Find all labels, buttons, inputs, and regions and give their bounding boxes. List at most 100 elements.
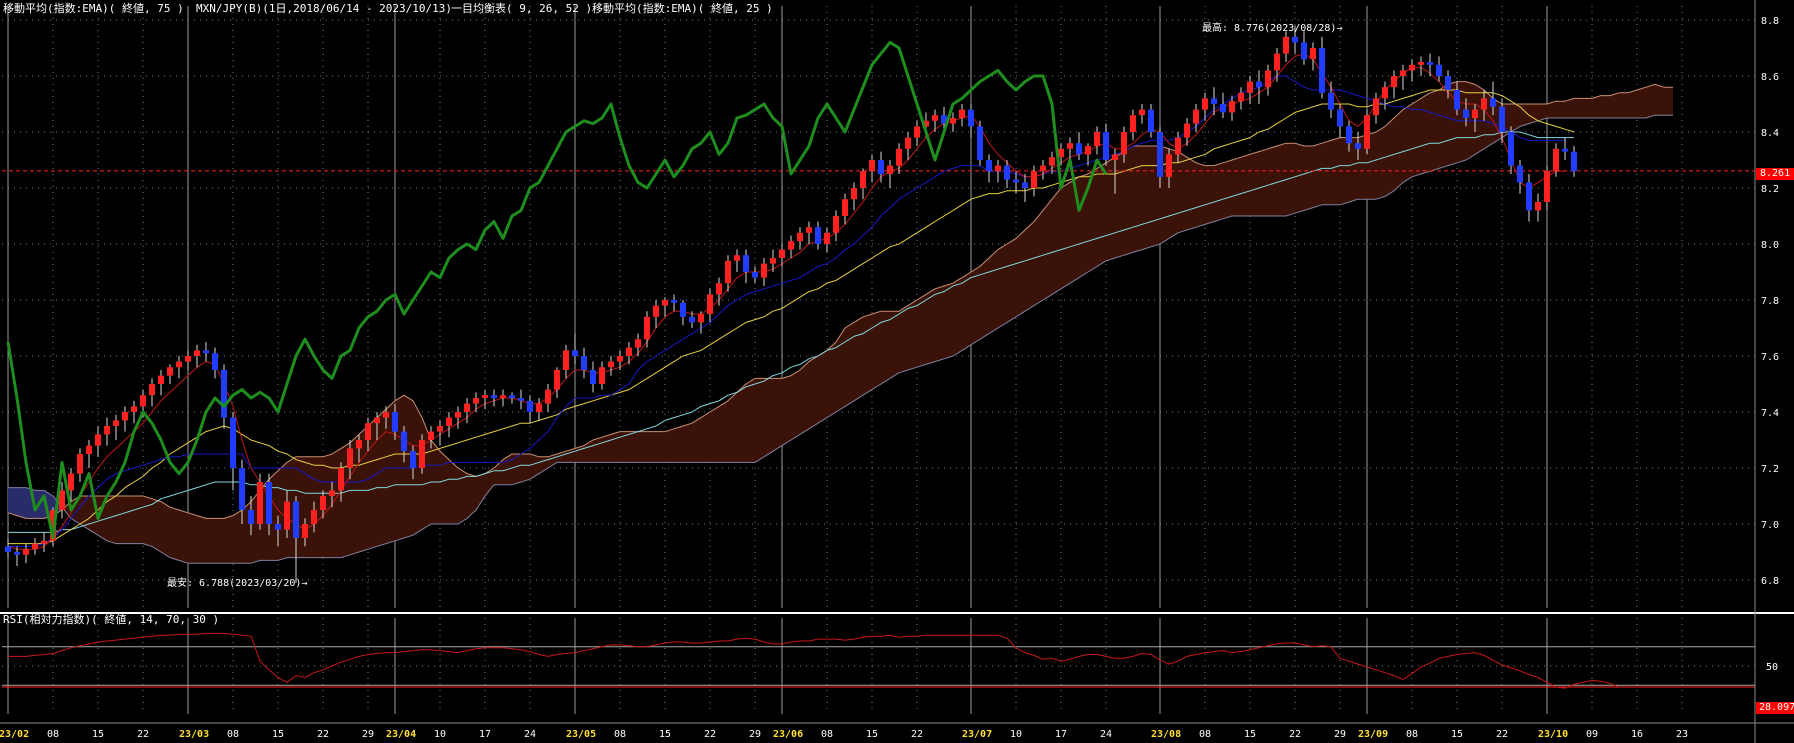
cloud-segment [908,300,917,370]
candlesticks [5,25,1577,583]
cloud-segment [1142,146,1151,250]
candle-bullish [635,339,641,348]
candle-bearish [221,370,227,418]
candle-bearish [491,395,497,398]
candle-bullish [905,137,911,149]
cloud-segment [1295,143,1304,214]
cloud-segment [926,288,935,365]
legend-ema25: 移動平均(指数:EMA)( 終値, 25 ) [592,2,773,15]
cloud-segment [107,496,116,544]
candle-bullish [923,120,929,127]
candle-bullish [716,283,722,295]
candle-bullish [365,423,371,440]
candle-bullish [131,406,137,412]
cloud-segment [728,392,737,463]
candle-bullish [1364,115,1370,149]
candle-bearish [1292,36,1298,43]
cloud-segment [845,322,854,407]
cloud-segment [683,423,692,463]
cloud-segment [1439,84,1448,169]
candle-bearish [1022,182,1028,188]
candle-bullish [437,426,443,432]
candle-bullish [149,384,155,396]
candle-bullish [1121,132,1127,155]
cloud-segment [1421,92,1430,174]
candle-bearish [1013,179,1019,183]
candle-bullish [1175,137,1181,155]
cloud-segment [449,459,458,524]
cloud-segment [278,462,287,561]
cloud-segment [215,518,224,564]
cloud-segment [134,496,143,544]
cloud-segment [1304,146,1313,211]
candle-bearish [1220,104,1226,113]
candle-bullish [599,367,605,384]
cloud-segment [1178,151,1187,233]
candle-bearish [1211,98,1217,104]
candle-bearish [1256,81,1262,88]
cloud-segment [1511,104,1520,132]
cloud-segment [755,378,764,463]
cloud-segment [1610,92,1619,118]
cloud-segment [179,510,188,564]
cloud-segment [602,434,611,463]
candle-bullish [419,440,425,468]
cloud-segment [971,266,980,345]
candle-bearish [581,356,587,370]
cloud-segment [800,361,809,435]
candle-bullish [1265,70,1271,88]
cloud-segment [206,518,215,564]
candle-bullish [995,165,1001,172]
candle-bearish [1499,106,1505,132]
candle-bullish [329,490,335,496]
time-tick-label: 15 [866,729,878,740]
time-tick-label: 15 [1244,729,1256,740]
candle-bullish [824,232,830,244]
cloud-segment [1592,95,1601,118]
cloud-segment [1223,160,1232,219]
candle-bullish [32,543,38,550]
legend-symbol: MXN/JPY(B)(1日,2018/06/14 - 2023/10/13) [196,2,453,15]
candle-bearish [815,227,821,244]
cloud-segment [116,496,125,544]
candle-bullish [959,109,965,118]
candle-bullish [1031,171,1037,188]
price-tick-label: 8.8 [1761,16,1779,27]
cloud-segment [359,426,368,552]
candle-bullish [851,188,857,200]
candle-bullish [158,375,164,384]
candle-bullish [761,263,767,278]
candle-bullish [464,403,470,412]
cloud-segment [710,406,719,463]
candle-bearish [1463,109,1469,118]
cloud-segment [143,496,152,547]
candle-bullish [1139,109,1145,116]
cloud-segment [1385,118,1394,197]
candle-bullish [833,216,839,233]
candle-bearish [671,300,677,303]
cloud-segment [1250,151,1259,216]
candle-bullish [617,356,623,362]
candle-bullish [1535,202,1541,211]
cloud-segment [1583,98,1592,118]
cloud-segment [413,400,422,536]
candle-bullish [1274,53,1280,71]
candle-bearish [1337,109,1343,127]
price-tick-label: 6.8 [1761,576,1779,587]
candle-bullish [707,294,713,314]
candle-bearish [1490,98,1496,107]
candle-bullish [500,395,506,398]
candle-bearish [1346,126,1352,144]
candle-bearish [1445,76,1451,90]
candle-bullish [896,148,902,166]
cloud-segment [494,459,503,485]
candle-bearish [518,398,524,401]
candle-bullish [104,426,110,435]
cloud-segment [305,456,314,558]
price-tick-label: 8.4 [1761,128,1779,139]
candle-bullish [1409,64,1415,71]
time-tick-label: 08 [614,729,626,740]
candle-bullish [68,473,74,491]
candle-bullish [887,165,893,174]
